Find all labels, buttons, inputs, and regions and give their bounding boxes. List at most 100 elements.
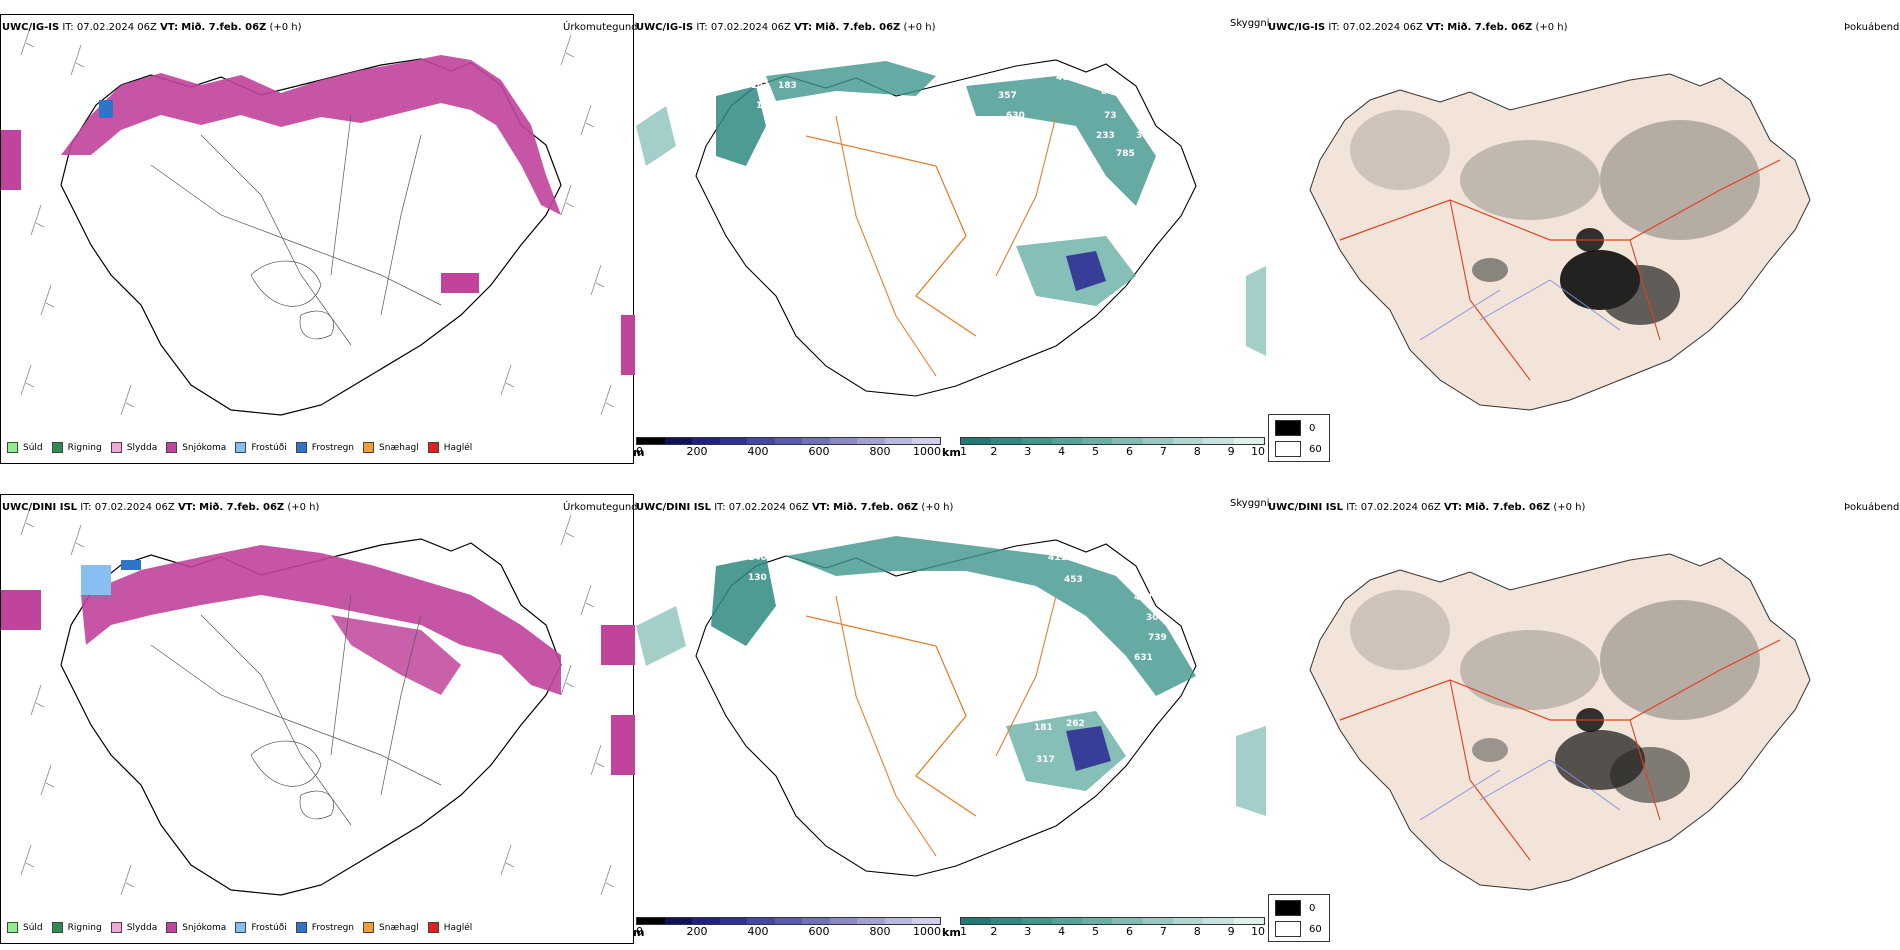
precip-legend-item: Slydda <box>110 442 157 453</box>
precip-map-bottom <box>1 504 635 896</box>
legend-label: Súld <box>23 442 43 453</box>
precip-legend-item: Snæhagl <box>363 442 419 453</box>
visibility-value-label: 631 <box>1134 653 1153 663</box>
precip-legend-item: Rigning <box>51 922 102 933</box>
colorbar-cell <box>719 438 748 444</box>
legend-label: Haglél <box>443 442 473 453</box>
precip-legend-item: Frostregn <box>295 442 354 453</box>
visibility-value-label: 411 <box>1048 553 1067 563</box>
visibility-value-label: 198 <box>756 101 775 111</box>
visibility-value-label: 997 <box>846 525 865 535</box>
fog-title-bottom: UWC/DINI ISL IT: 07.02.2024 06Z VT: Mið.… <box>1268 502 1586 513</box>
precip-panel-label-bottom: Úrkomutegund <box>563 502 638 513</box>
colorbar-cell <box>692 438 720 444</box>
colorbar-cell <box>1173 438 1204 444</box>
visibility-value-label: 317 <box>1036 755 1055 765</box>
colorbar-cell <box>774 918 803 924</box>
legend-label: Snæhagl <box>379 922 419 933</box>
ceiling-unit-top: m <box>633 446 645 459</box>
legend-swatch <box>363 442 375 453</box>
colorbar-tick-label: 200 <box>686 445 708 458</box>
colorbar-cell <box>637 918 665 924</box>
cloud-panel-label-top: Skyggni <box>1230 18 1270 29</box>
visibility-value-label: 308 <box>1146 613 1165 623</box>
cloud-title-bottom: UWC/DINI ISL IT: 07.02.2024 06Z VT: Mið.… <box>636 502 954 513</box>
colorbar-cell <box>1142 438 1174 444</box>
fog-title-top: UWC/IG-IS IT: 07.02.2024 06Z VT: Mið. 7.… <box>1268 22 1568 33</box>
colorbar-cell <box>1021 438 1052 444</box>
colorbar-cell <box>637 438 665 444</box>
visibility-unit-top: km <box>942 446 961 459</box>
visibility-value-label: 853 <box>1101 87 1120 97</box>
fog-map-top <box>1309 73 1811 411</box>
visibility-value-label: 140 <box>748 553 767 563</box>
visibility-value-label: 453 <box>1064 575 1083 585</box>
precip-legend-item: Haglél <box>427 922 472 933</box>
colorbar-tick-label: 10 <box>1251 925 1265 938</box>
visibility-value-label: 176 <box>1024 223 1043 233</box>
colorbar-cell <box>1021 918 1052 924</box>
colorbar-tick-label: 0 <box>636 925 643 938</box>
colorbar-cell <box>991 918 1022 924</box>
colorbar-tick-label: 1 <box>960 925 967 938</box>
ceiling-unit-bottom: m <box>633 926 645 939</box>
colorbar-tick-label: 400 <box>747 925 769 938</box>
visibility-value-label: 181 <box>1034 723 1053 733</box>
colorbar-cell <box>1233 918 1264 924</box>
visibility-value-label: 262 <box>1066 719 1085 729</box>
colorbar-tick-label: 6 <box>1125 925 1133 938</box>
colorbar-cell <box>961 918 992 924</box>
legend-swatch <box>235 922 247 933</box>
cloud-panel-label-bottom: Skyggni <box>1230 498 1270 509</box>
colorbar-cell <box>1203 918 1234 924</box>
precip-panel-label-top: Úrkomutegund <box>563 22 638 33</box>
colorbar-tick-label: 600 <box>808 925 830 938</box>
legend-swatch <box>51 922 63 933</box>
ceiling-colorbar-strip <box>636 917 941 925</box>
visibility-value-label: 487 <box>1134 593 1153 603</box>
visibility-value-label: 73 <box>1104 111 1117 121</box>
precip-legend-bottom: Súld Rigning Slydda Snjókoma Frostúði Frostre… <box>7 922 481 933</box>
precip-legend-item: Snjókoma <box>166 922 226 933</box>
cloud-title-top: UWC/IG-IS IT: 07.02.2024 06Z VT: Mið. 7.… <box>636 22 936 33</box>
colorbar-cell <box>1082 918 1113 924</box>
colorbar-tick-label: 2 <box>990 445 998 458</box>
visibility-value-label: 630 <box>1006 111 1025 121</box>
precip-legend-item: Frostúði <box>235 922 287 933</box>
colorbar-cell <box>912 438 941 444</box>
colorbar-cell <box>747 438 775 444</box>
legend-swatch <box>235 442 247 453</box>
colorbar-tick-label: 7 <box>1159 445 1167 458</box>
colorbar-cell <box>884 918 913 924</box>
colorbar-cell <box>1051 918 1083 924</box>
legend-swatch <box>363 922 375 933</box>
legend-swatch <box>110 922 122 933</box>
legend-swatch <box>7 442 18 453</box>
precip-title-bottom: UWC/DINI ISL IT: 07.02.2024 06Z VT: Mið.… <box>2 502 320 513</box>
colorbar-tick-label: 800 <box>869 925 891 938</box>
precip-title-top: UWC/IG-IS IT: 07.02.2024 06Z VT: Mið. 7.… <box>2 22 302 33</box>
colorbar-cell <box>961 438 992 444</box>
colorbar-tick-label: 200 <box>686 925 708 938</box>
visibility-value-label: 121 <box>958 163 977 173</box>
visibility-value-label: 840 <box>796 55 815 65</box>
fog-panel-label-top: Þokuábendi <box>1844 22 1900 33</box>
visibility-value-label: 104 <box>1114 721 1133 731</box>
colorbar-tick-label: 8 <box>1193 445 1201 458</box>
colorbar-tick-label: 9 <box>1227 925 1235 938</box>
precip-legend-item: Súld <box>7 442 43 453</box>
legend-label: Slydda <box>126 922 158 933</box>
colorbar-tick-label: 5 <box>1092 925 1100 938</box>
colorbar-tick-label: 1 <box>960 445 967 458</box>
colorbar-cell <box>802 438 830 444</box>
legend-swatch <box>7 922 18 933</box>
legend-swatch <box>110 442 122 453</box>
visibility-value-label: 320 <box>1144 91 1163 101</box>
ceiling-colorbar-bottom: 0 200 400 600 800 1000 <box>636 917 941 938</box>
colorbar-tick-label: 5 <box>1092 445 1100 458</box>
legend-swatch <box>51 442 63 453</box>
legend-label: Snjókoma <box>182 922 227 933</box>
precip-legend-item: Snjókoma <box>166 442 226 453</box>
precip-legend-item: Frostregn <box>295 922 354 933</box>
colorbar-cell <box>829 918 858 924</box>
